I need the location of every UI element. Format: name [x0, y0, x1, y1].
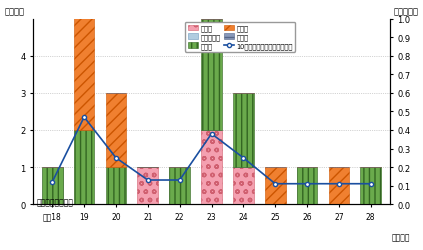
Bar: [137, 167, 158, 204]
Text: （発生率）: （発生率）: [393, 7, 418, 16]
10万出発回数当たり事故件数: [82, 116, 87, 119]
10万出発回数当たり事故件数: [145, 179, 150, 182]
Line: 10万出発回数当たり事故件数: 10万出発回数当たり事故件数: [50, 116, 373, 186]
Bar: [201, 130, 222, 204]
Bar: [106, 167, 126, 204]
Bar: [233, 167, 254, 204]
Bar: [265, 167, 286, 204]
10万出発回数当たり事故件数: [209, 133, 214, 136]
Text: 資料）国土交通省: 資料）国土交通省: [37, 197, 74, 206]
10万出発回数当たり事故件数: [50, 181, 55, 184]
10万出発回数当たり事故件数: [305, 182, 310, 186]
Bar: [169, 167, 190, 204]
Bar: [201, 20, 222, 130]
10万出発回数当たり事故件数: [241, 157, 246, 160]
Bar: [233, 94, 254, 167]
Bar: [329, 167, 349, 204]
Text: （件数）: （件数）: [5, 7, 25, 16]
10万出発回数当たり事故件数: [336, 182, 341, 186]
10万出発回数当たり事故件数: [177, 179, 182, 182]
10万出発回数当たり事故件数: [273, 182, 278, 186]
Text: （年度）: （年度）: [391, 233, 410, 242]
Bar: [106, 94, 126, 167]
Legend: 操縦士, 機材不具合, 乱気流, その他, 調査中, 10万出発回数当たり事故件数: 操縦士, 機材不具合, 乱気流, その他, 調査中, 10万出発回数当たり事故件…: [185, 23, 295, 52]
10万出発回数当たり事故件数: [113, 157, 118, 160]
Bar: [74, 130, 94, 204]
Bar: [360, 167, 381, 204]
10万出発回数当たり事故件数: [368, 182, 373, 186]
Bar: [42, 167, 63, 204]
Bar: [74, 0, 94, 130]
Bar: [297, 167, 317, 204]
